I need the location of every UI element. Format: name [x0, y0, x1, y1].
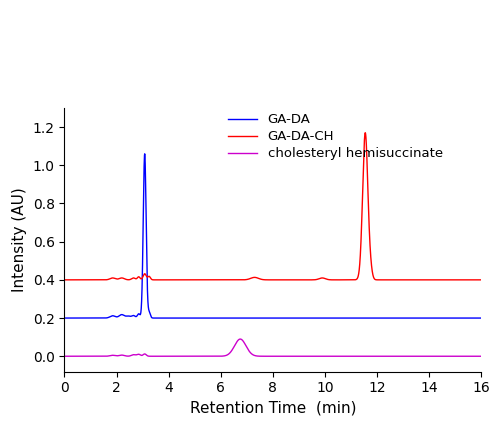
GA-DA	[478, 315, 484, 321]
X-axis label: Retention Time  (min): Retention Time (min)	[189, 401, 356, 416]
GA-DA-CH	[86, 277, 92, 283]
GA-DA-CH	[265, 277, 271, 283]
cholesteryl hemisuccinate	[143, 352, 149, 357]
GA-DA-CH	[478, 277, 484, 283]
GA-DA	[62, 315, 67, 321]
Legend: GA-DA, GA-DA-CH, cholesteryl hemisuccinate: GA-DA, GA-DA-CH, cholesteryl hemisuccina…	[223, 108, 448, 165]
cholesteryl hemisuccinate	[237, 337, 243, 342]
GA-DA-CH	[362, 130, 368, 135]
Line: GA-DA: GA-DA	[64, 154, 481, 318]
cholesteryl hemisuccinate	[458, 354, 464, 359]
GA-DA-CH	[79, 277, 85, 283]
cholesteryl hemisuccinate	[63, 354, 69, 359]
Line: cholesteryl hemisuccinate: cholesteryl hemisuccinate	[64, 339, 481, 356]
GA-DA-CH	[62, 277, 67, 283]
Line: GA-DA-CH: GA-DA-CH	[64, 133, 481, 280]
GA-DA	[265, 315, 271, 321]
cholesteryl hemisuccinate	[62, 354, 67, 359]
GA-DA-CH	[63, 277, 69, 283]
cholesteryl hemisuccinate	[478, 354, 484, 359]
GA-DA	[142, 151, 148, 156]
cholesteryl hemisuccinate	[265, 354, 271, 359]
Y-axis label: Intensity (AU): Intensity (AU)	[12, 187, 27, 292]
cholesteryl hemisuccinate	[86, 354, 92, 359]
GA-DA-CH	[143, 273, 149, 278]
GA-DA-CH	[456, 277, 462, 283]
cholesteryl hemisuccinate	[456, 354, 462, 359]
GA-DA	[86, 315, 92, 321]
cholesteryl hemisuccinate	[79, 354, 85, 359]
GA-DA	[143, 221, 149, 226]
GA-DA	[63, 315, 69, 321]
GA-DA	[456, 315, 462, 321]
GA-DA	[79, 315, 85, 321]
